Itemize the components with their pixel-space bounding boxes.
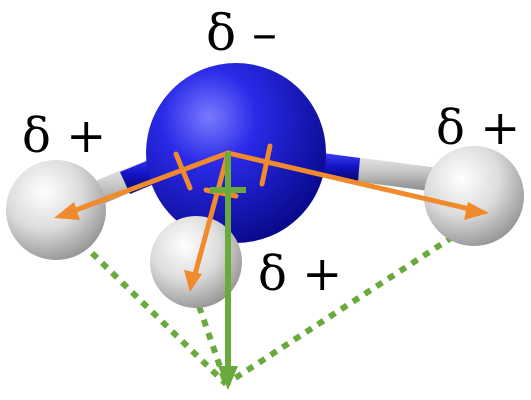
net-dipole-head [218,366,238,390]
arrowhead-left [54,202,80,220]
bond-dipole-left [65,150,231,216]
outline-right-to-apex [224,211,490,387]
bond-dipole-heads [54,202,489,292]
arrowhead-front [184,270,202,292]
hydrogen-left-charge-label: δ + [22,108,107,164]
arrowhead-right [464,202,489,220]
net-dipole-arrow [210,152,246,390]
nitrogen-charge-label: δ – [206,4,277,62]
hydrogen-right-charge-label: δ + [436,100,521,156]
hydrogen-front-charge-label: δ + [258,246,343,302]
dipole-tick-left [173,151,193,191]
bond-dipole-front [191,150,231,281]
hydrogen-atom-left [6,160,106,260]
bond-dipoles [65,143,477,281]
outline-left-to-apex [49,211,229,387]
dipole-tick-right [259,143,273,187]
hydrogen-atom-right [424,146,524,246]
